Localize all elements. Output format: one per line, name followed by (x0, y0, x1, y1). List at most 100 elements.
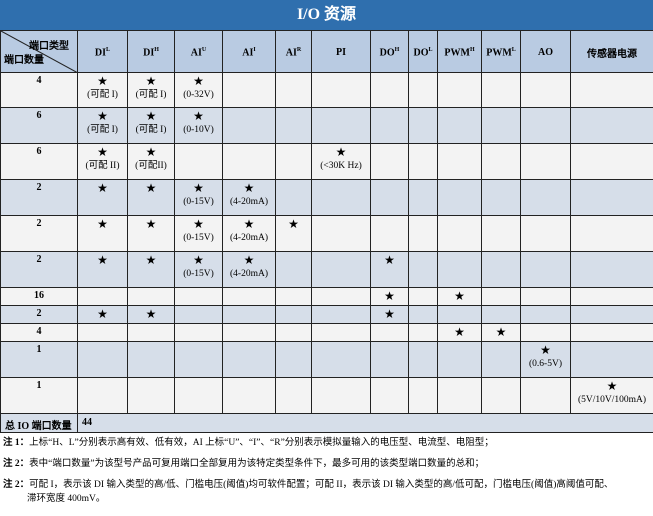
port-count: 1 (1, 342, 78, 378)
column-name: DO (413, 47, 428, 58)
table-cell (175, 288, 223, 306)
table-cell (438, 342, 482, 378)
table-cell: ★(0.6-5V) (521, 342, 571, 378)
table-cell (175, 342, 223, 378)
star-icon: ★ (128, 146, 174, 159)
column-name: DI (95, 47, 106, 58)
table-cell (371, 342, 409, 378)
table-cell (409, 378, 438, 414)
column-header: DOH (371, 31, 409, 73)
table-cell (78, 342, 128, 378)
table-cell (409, 144, 438, 180)
table-cell (371, 144, 409, 180)
table-cell (521, 108, 571, 144)
table-cell (571, 73, 653, 108)
table-cell: ★(<30K Hz) (312, 144, 371, 180)
table-cell (312, 288, 371, 306)
star-icon: ★ (438, 290, 481, 303)
note-item: 注 1：上标“H、L”分别表示高有效、低有效，AI 上标“U”、“I”、“R”分… (3, 436, 650, 450)
star-icon: ★ (78, 218, 127, 231)
table-cell (571, 306, 653, 324)
table-row: 2★★★(0-15V)★(4-20mA)★ (1, 252, 653, 288)
table-cell (482, 108, 521, 144)
table-cell (409, 252, 438, 288)
table-cell (438, 306, 482, 324)
column-superscript: L (106, 47, 110, 53)
table-cell (128, 378, 175, 414)
port-count: 6 (1, 144, 78, 180)
column-header: PWMH (438, 31, 482, 73)
column-superscript: L (512, 47, 516, 53)
table-cell (312, 342, 371, 378)
table-cell (371, 73, 409, 108)
table-cell (78, 378, 128, 414)
table-cell (128, 324, 175, 342)
table-cell (521, 306, 571, 324)
table-cell (438, 378, 482, 414)
table-cell (571, 288, 653, 306)
port-count: 4 (1, 324, 78, 342)
table-cell (482, 73, 521, 108)
table-cell (521, 288, 571, 306)
port-count: 1 (1, 378, 78, 414)
note-item: 注 2：可配 I，表示该 DI 输入类型的高/低、门槛电压(阈值)均可软件配置；… (3, 478, 650, 506)
table-cell (175, 306, 223, 324)
table-cell: ★ (78, 216, 128, 252)
star-icon: ★ (78, 182, 127, 195)
table-row: 1 ★(0.6-5V) (1, 342, 653, 378)
column-superscript: U (202, 47, 206, 53)
table-cell (571, 144, 653, 180)
table-cell (409, 216, 438, 252)
table-cell (223, 324, 276, 342)
table-cell: ★ (482, 324, 521, 342)
table-cell: ★(4-20mA) (223, 216, 276, 252)
cell-note: (4-20mA) (223, 195, 275, 209)
table-cell: ★ (128, 216, 175, 252)
star-icon: ★ (78, 254, 127, 267)
total-value: 44 (78, 414, 653, 433)
star-icon: ★ (312, 146, 370, 159)
column-header: AO (521, 31, 571, 73)
table-cell (482, 216, 521, 252)
column-name: PI (336, 47, 346, 58)
star-icon: ★ (223, 218, 275, 231)
table-cell (482, 378, 521, 414)
star-icon: ★ (128, 254, 174, 267)
cell-note: (0.6-5V) (521, 357, 570, 371)
star-icon: ★ (128, 75, 174, 88)
table-cell (438, 252, 482, 288)
table-cell (482, 288, 521, 306)
table-cell (223, 378, 276, 414)
table-cell (276, 288, 312, 306)
star-icon: ★ (175, 182, 222, 195)
table-cell (438, 108, 482, 144)
table-cell (312, 324, 371, 342)
column-name: AI (191, 47, 202, 58)
note-tag: 注 2： (3, 480, 29, 490)
table-cell (409, 342, 438, 378)
table-cell (276, 73, 312, 108)
table-cell (482, 342, 521, 378)
table-cell (276, 324, 312, 342)
port-count: 2 (1, 216, 78, 252)
cell-note: (可配 I) (78, 123, 127, 137)
total-label: 总 IO 端口数量 (1, 414, 78, 433)
table-cell (371, 180, 409, 216)
cell-note: (0-32V) (175, 88, 222, 102)
column-name: AI (286, 47, 297, 58)
star-icon: ★ (276, 218, 311, 231)
table-cell: ★ (78, 180, 128, 216)
table-cell: ★(可配 I) (78, 73, 128, 108)
table-cell (521, 180, 571, 216)
star-icon: ★ (371, 290, 408, 303)
table-cell (223, 288, 276, 306)
column-name: DI (143, 47, 154, 58)
table-cell (521, 216, 571, 252)
star-icon: ★ (175, 75, 222, 88)
star-icon: ★ (571, 380, 653, 393)
star-icon: ★ (521, 344, 570, 357)
table-cell: ★ (438, 288, 482, 306)
table-cell: ★(可配 II) (78, 144, 128, 180)
cell-note: (可配 II) (78, 159, 127, 173)
